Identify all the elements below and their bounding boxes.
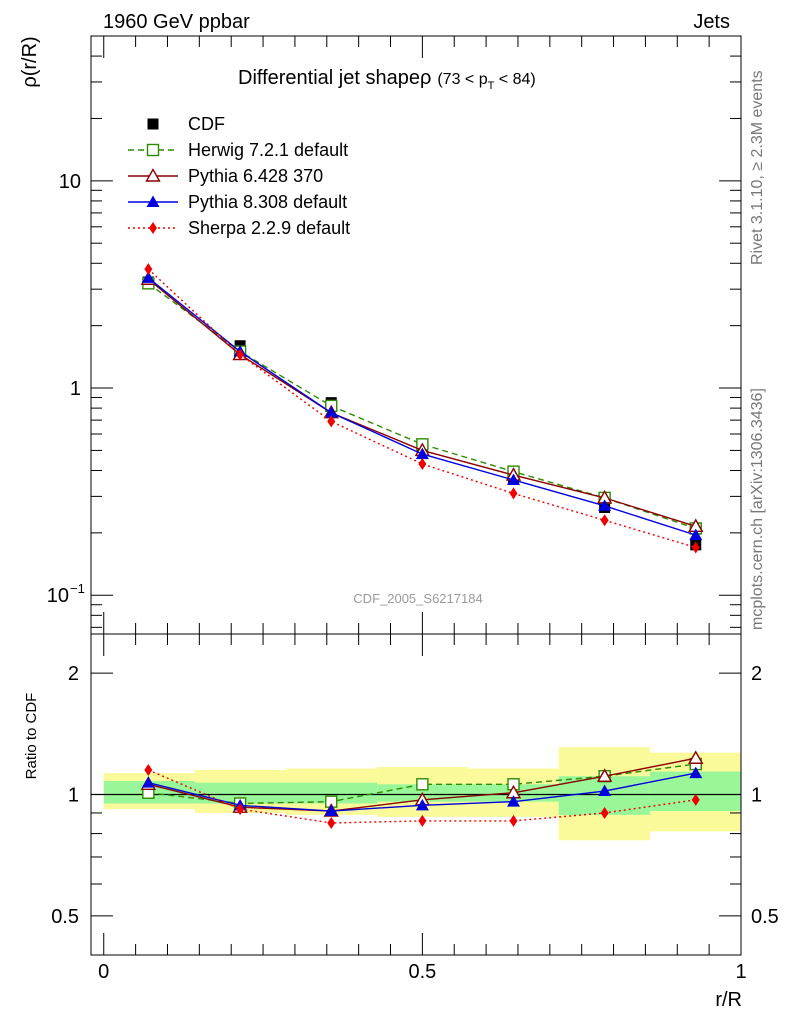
- legend-label: Herwig 7.2.1 default: [188, 140, 348, 160]
- rivet-label: Rivet 3.1.10, ≥ 2.3M events: [749, 70, 766, 265]
- chart-title-main: Differential jet shapeρ: [238, 67, 431, 89]
- main-series-3-point: [689, 528, 703, 541]
- main-series-4-point: [691, 541, 700, 554]
- ratio-series-3-point: [509, 814, 518, 827]
- ratio-xlabel: r/R: [715, 989, 742, 1011]
- main-ytick-exponent: −1: [70, 581, 85, 596]
- legend-marker: [146, 195, 160, 207]
- main-series-1-line: [147, 282, 696, 530]
- ratio-series-2-point: [141, 776, 155, 788]
- legend-marker: [147, 118, 159, 130]
- main-series-3-point: [141, 271, 155, 283]
- chart-title-range: (73 < p: [437, 71, 487, 88]
- analysis-watermark: CDF_2005_S6217184: [353, 591, 482, 606]
- ratio-ylabel: Ratio to CDF: [23, 693, 40, 780]
- legend-label: Pythia 8.308 default: [188, 192, 347, 212]
- ratio-series-3-point: [418, 814, 427, 827]
- ratio-ytick-label: 0.5: [51, 906, 79, 928]
- main-ytick-label: 10: [59, 171, 81, 193]
- ratio-xtick-label: 0.5: [408, 961, 436, 983]
- ratio-series-3-point: [327, 816, 336, 829]
- main-series-4-point: [144, 263, 153, 276]
- ratio-xtick-label: 0: [98, 961, 109, 983]
- band-inner-2: [286, 782, 378, 804]
- ratio-series-2-point: [507, 795, 520, 807]
- chart-title-sub: T: [488, 80, 495, 92]
- header-left: 1960 GeV ppbar: [103, 11, 250, 33]
- legend-marker: [149, 222, 157, 234]
- ratio-series-3-point: [144, 764, 153, 777]
- ratio-xtick-label: 1: [735, 961, 746, 983]
- main-series-4-point: [418, 457, 427, 470]
- chart-title: Differential jet shapeρ (73 < pT < 84): [238, 67, 536, 92]
- ratio-series-2-point: [324, 804, 338, 817]
- main-series-2-line: [147, 278, 696, 528]
- mcplots-label: mcplots.cern.ch [arXiv:1306.3436]: [749, 388, 766, 630]
- main-ylabel: ρ(r/R): [19, 36, 41, 87]
- main-series-4-point: [327, 415, 336, 428]
- ratio-series-0-point: [416, 778, 429, 791]
- ratio-series-3-point: [600, 806, 609, 819]
- main-series-4-point: [509, 487, 518, 500]
- ratio-series-3-point: [691, 793, 700, 806]
- main-series-4-point: [600, 514, 609, 527]
- main-series-3-line: [147, 277, 696, 536]
- ratio-ytick-label-right: 1: [751, 785, 762, 807]
- main-ytick-label: 1: [70, 378, 81, 400]
- header-right: Jets: [693, 11, 730, 33]
- legend-marker: [146, 143, 160, 157]
- ratio-series-1-point: [688, 750, 704, 764]
- main-ytick-label: 10: [47, 585, 69, 607]
- legend-label: Sherpa 2.2.9 default: [188, 218, 350, 238]
- ratio-series-2-point: [689, 766, 703, 779]
- band-inner-1: [194, 782, 286, 804]
- ratio-ytick-label: 1: [68, 785, 79, 807]
- ratio-series-1-point: [596, 768, 613, 782]
- ratio-series-2-point: [598, 784, 612, 797]
- main-series-3-point: [507, 473, 520, 485]
- ratio-ytick-label-right: 2: [751, 663, 762, 685]
- main-series-3-point: [415, 447, 429, 460]
- ratio-ytick-label: 2: [68, 663, 79, 685]
- ratio-series-3-point: [236, 803, 245, 816]
- legend-marker: [145, 168, 161, 182]
- main-series-4-line: [147, 268, 696, 549]
- ratio-ytick-label-right: 0.5: [751, 906, 779, 928]
- main-series-4-point: [236, 348, 245, 361]
- ratio-series-2-point: [415, 798, 429, 811]
- legend: CDF Herwig 7.2.1 default Pythia 6.428 370 P…: [128, 114, 350, 238]
- main-series-3-point: [324, 406, 338, 418]
- main-series-3-point: [598, 499, 612, 511]
- legend-label: CDF: [188, 114, 225, 134]
- legend-label: Pythia 6.428 370: [188, 166, 323, 186]
- data-series: [140, 263, 704, 829]
- chart-title-end: < 84): [494, 71, 535, 88]
